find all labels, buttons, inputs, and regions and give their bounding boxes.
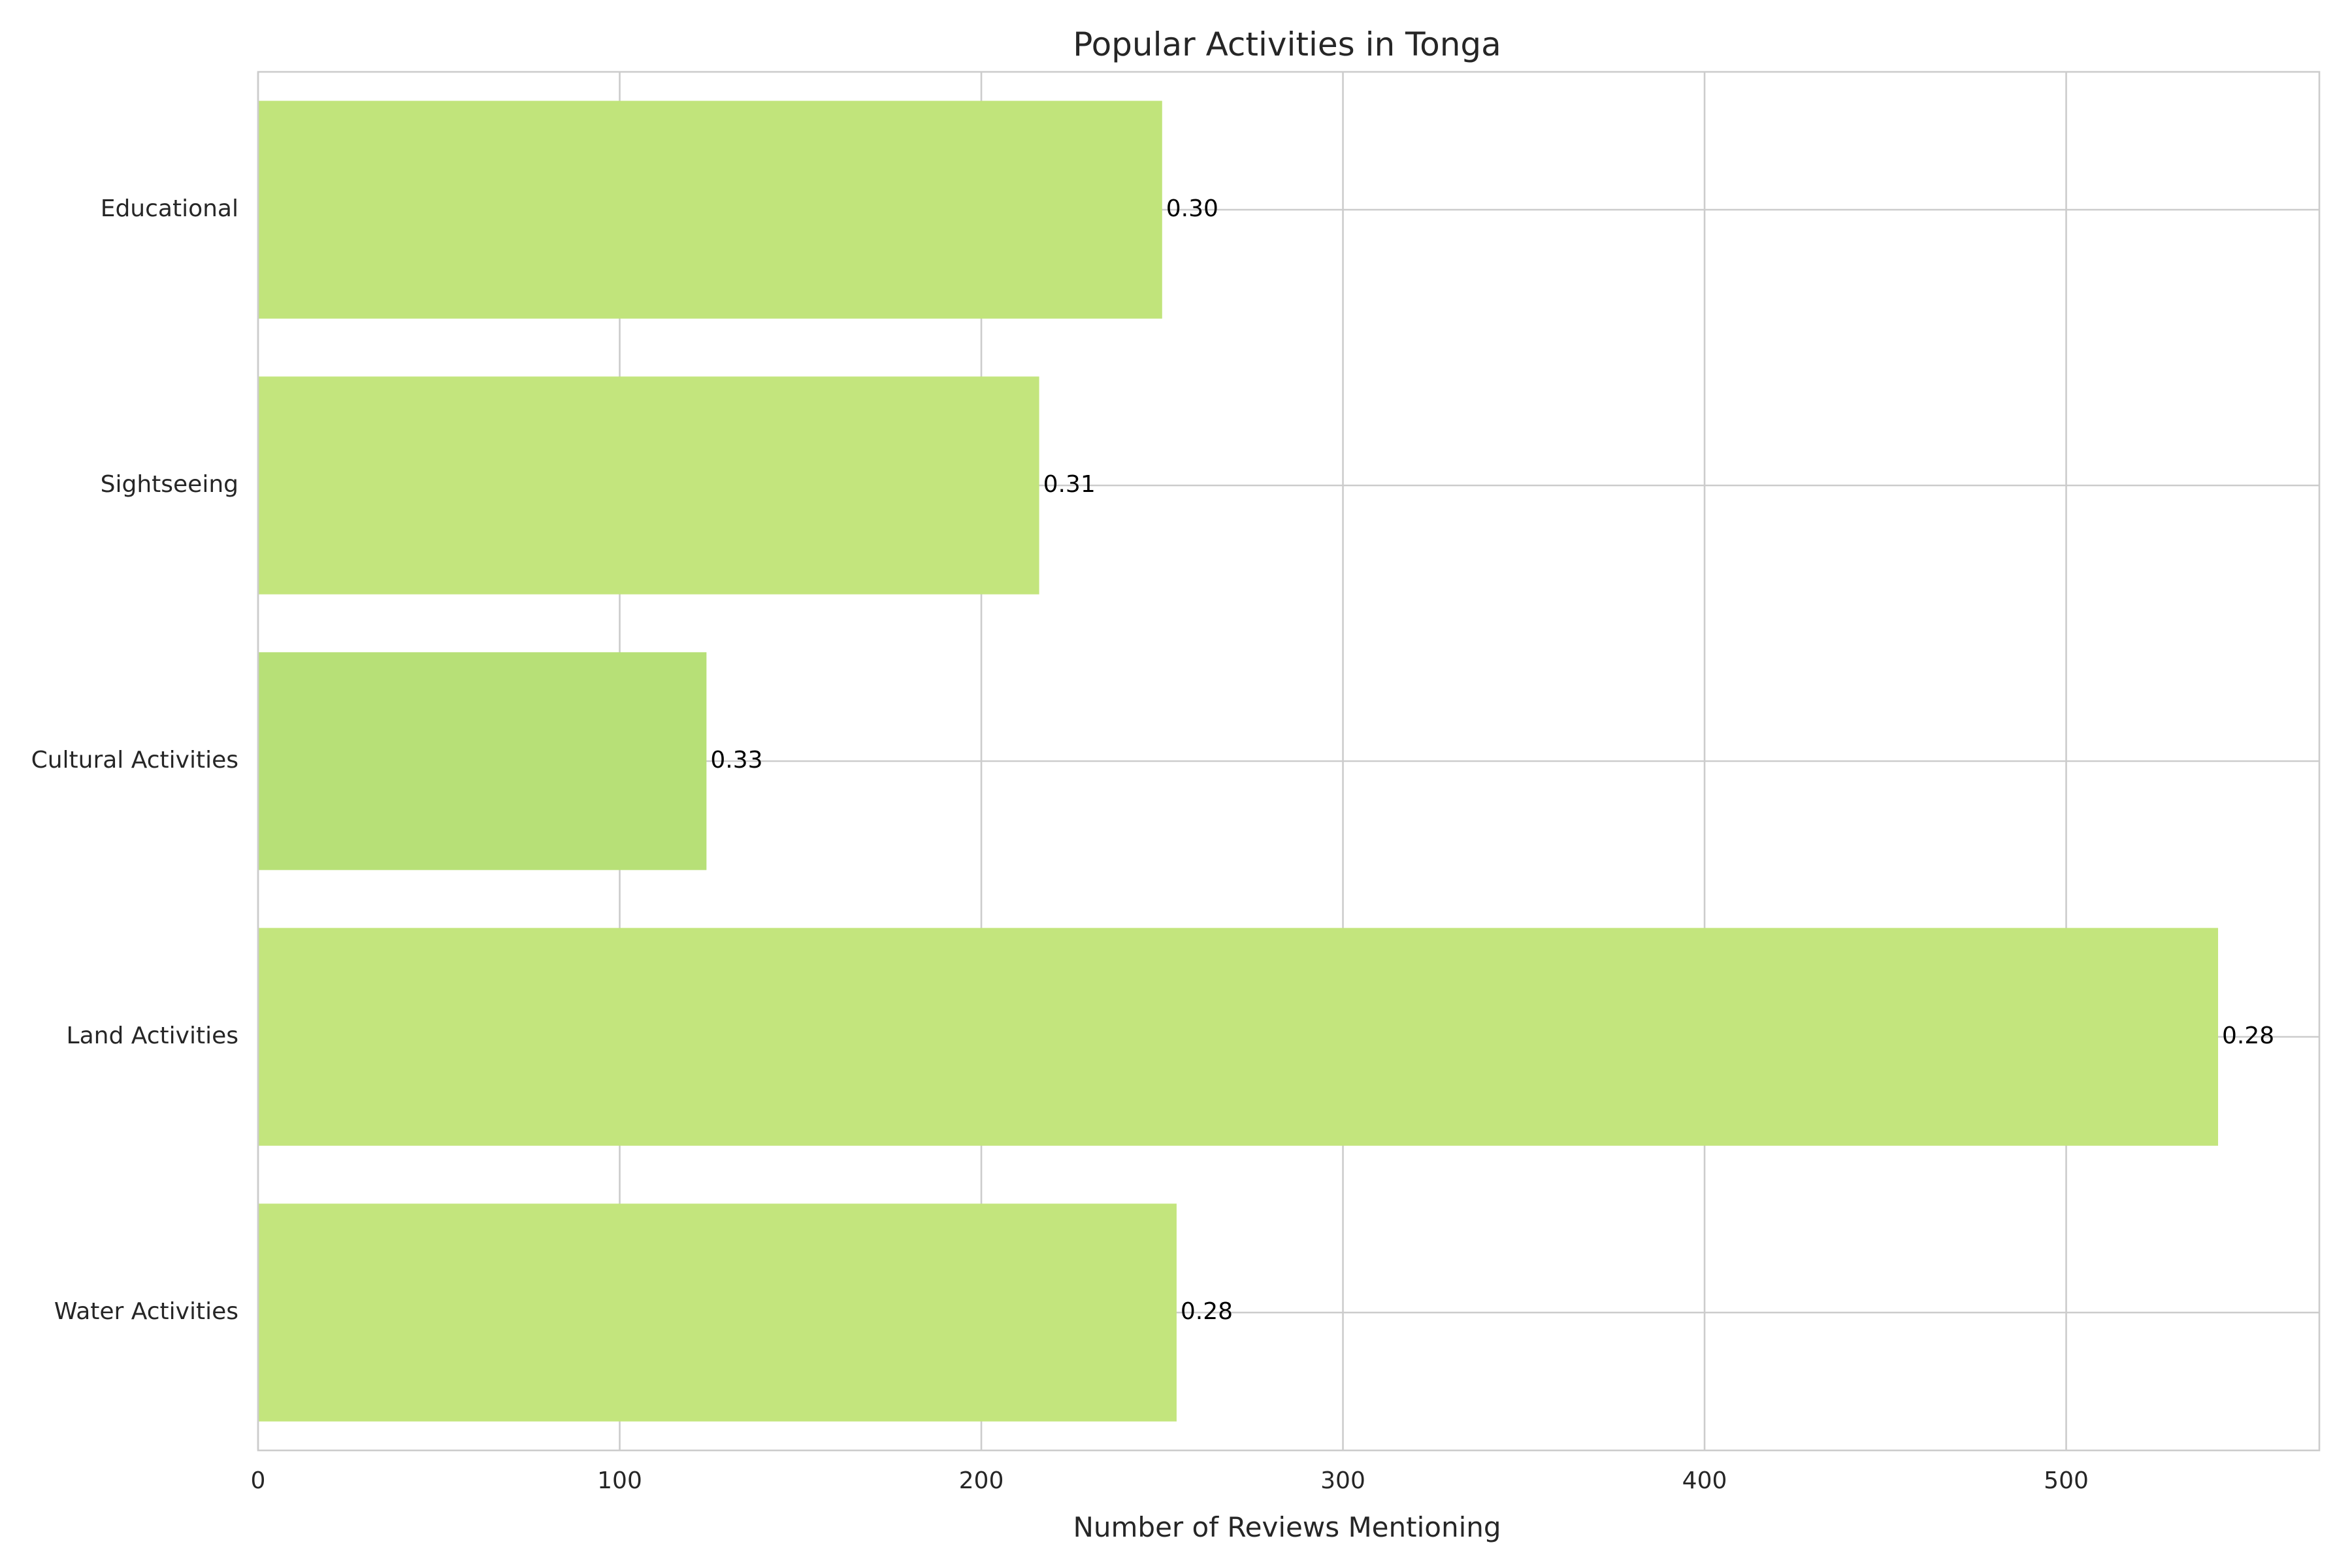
y-tick-label: Land Activities — [67, 1022, 238, 1049]
x-tick-label: 0 — [251, 1467, 266, 1494]
bar-educational — [258, 101, 1162, 319]
y-tick-labels: Water Activities Land Activities Cultural … — [31, 195, 238, 1325]
bars — [258, 101, 2219, 1422]
x-tick-label: 400 — [1682, 1467, 1727, 1494]
y-tick-label: Water Activities — [54, 1298, 238, 1325]
bar-water-activities — [258, 1203, 1177, 1422]
data-labels: 0.28 0.28 0.33 0.31 0.30 — [710, 195, 2274, 1325]
bar-sightseeing — [258, 376, 1039, 595]
y-tick-label: Cultural Activities — [31, 747, 238, 774]
plot-frame — [257, 71, 2321, 1452]
data-label: 0.33 — [710, 747, 762, 774]
chart-title: Popular Activities in Tonga — [1073, 25, 1501, 63]
data-label: 0.31 — [1043, 471, 1096, 498]
x-tick-label: 200 — [959, 1467, 1004, 1494]
data-label: 0.28 — [1181, 1298, 1233, 1325]
x-tick-labels: 0 100 200 300 400 500 — [251, 1467, 2089, 1494]
bar-cultural-activities — [258, 652, 707, 870]
x-tick-label: 500 — [2044, 1467, 2089, 1494]
data-label: 0.30 — [1166, 195, 1218, 222]
y-tick-label: Educational — [101, 195, 238, 222]
x-tick-label: 100 — [597, 1467, 642, 1494]
bar-land-activities — [258, 928, 2219, 1146]
data-label: 0.28 — [2222, 1022, 2274, 1049]
x-tick-label: 300 — [1320, 1467, 1365, 1494]
y-tick-label: Sightseeing — [101, 471, 238, 498]
x-axis-title: Number of Reviews Mentioning — [1073, 1511, 1501, 1543]
